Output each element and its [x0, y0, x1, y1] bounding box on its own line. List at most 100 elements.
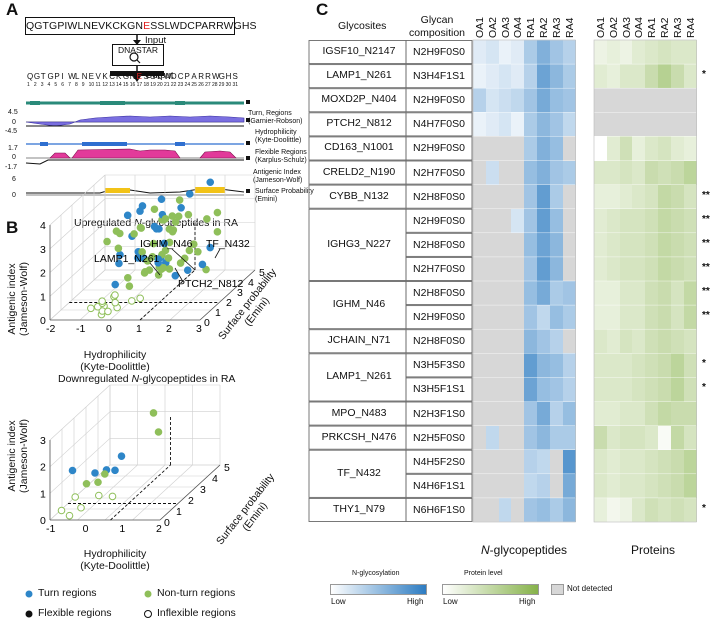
- glyco-cell: [485, 136, 500, 161]
- glyco-cell: [485, 449, 500, 475]
- glyco-cell: [498, 329, 512, 354]
- significance-marker: *: [702, 382, 706, 394]
- glyco-cell: [524, 281, 538, 306]
- protein-cell: [619, 377, 633, 402]
- protein-cell: [632, 64, 646, 89]
- plot-down-turn-point: [68, 466, 77, 475]
- glycosite-box: [308, 40, 407, 65]
- legend-protein-high: High: [519, 597, 536, 606]
- glyco-cell: [562, 353, 576, 378]
- annotation-leader: [214, 248, 221, 259]
- protein-cell: [645, 256, 659, 282]
- glyco-cell: [562, 377, 576, 402]
- protein-cell: [683, 64, 697, 89]
- significance-marker: **: [702, 213, 710, 225]
- protein-cell: [619, 353, 633, 378]
- glyco-cell: [473, 208, 487, 234]
- protein-cell: [594, 136, 608, 161]
- composition-box: [405, 281, 473, 306]
- protein-cell: [670, 208, 685, 234]
- glycan-composition: N2H9F0S0: [413, 142, 465, 155]
- protein-cell: [606, 353, 621, 378]
- plot-up-turn-point: [206, 178, 215, 187]
- glyco-cell: [485, 40, 500, 65]
- plot-up-turn-point: [136, 207, 144, 215]
- plot-up-x-tick: 3: [196, 323, 202, 335]
- glycosite-name: IGSF10_N2147: [322, 45, 396, 58]
- protein-cell: [683, 353, 697, 378]
- plot-up-x-label-1: Hydrophilicity: [83, 349, 147, 361]
- glyco-cell: [511, 232, 525, 258]
- plot-up-nonturn-point: [150, 205, 159, 214]
- protein-cell: [658, 305, 672, 330]
- plot-up-z-tick: 2: [226, 297, 232, 309]
- glyco-cell: [498, 184, 512, 210]
- protein-cell: [619, 160, 633, 186]
- turn-segment: [100, 101, 125, 105]
- plot-up-turn-point: [154, 255, 163, 264]
- plot-up-x-tick: 0: [106, 323, 112, 335]
- protein-cell: [670, 136, 685, 161]
- residue-letter: W: [68, 72, 76, 81]
- glyco-cell: [511, 329, 525, 354]
- glyco-cell: [562, 136, 576, 161]
- glycosite-box: [308, 449, 407, 498]
- glycan-composition: N2H3F1S0: [413, 407, 465, 420]
- residue-letter: H: [225, 72, 232, 81]
- protein-cell: [606, 473, 621, 499]
- residue-letter: T: [40, 72, 46, 81]
- glycan-composition: N2H9F0S0: [413, 94, 465, 107]
- glyco-cell: [473, 353, 487, 378]
- annotation-label: TF_N432: [206, 238, 250, 250]
- annotation-leader: [174, 267, 183, 281]
- glyco-cell: [549, 232, 564, 258]
- glyco-cell: [524, 136, 538, 161]
- glycosite-box: [308, 497, 407, 522]
- glyco-cell: [498, 232, 512, 258]
- protein-cell: [632, 425, 646, 451]
- protein-cell: [594, 184, 608, 210]
- residue-number: 3: [40, 82, 44, 88]
- glyco-cell: [498, 281, 512, 306]
- glyco-cell: [524, 425, 538, 451]
- glyco-cell: [562, 64, 576, 89]
- residue-number: 18: [143, 82, 149, 88]
- protein-cell: [619, 256, 633, 282]
- plot-down-gridline: [49, 384, 111, 441]
- protein-cell: [658, 232, 672, 258]
- plot-down-z-tick: 2: [188, 495, 194, 507]
- protein-cell: [594, 473, 608, 499]
- protein-cell: [619, 497, 633, 523]
- protein-cell: [594, 401, 608, 427]
- glyco-cell: [562, 473, 576, 499]
- residue-number: 26: [198, 82, 204, 88]
- glycosite-name: CRELD2_N190: [322, 165, 396, 178]
- protein-cell: [645, 377, 659, 402]
- plot-up-z-tick: 5: [259, 267, 265, 279]
- protein-cell: [683, 184, 697, 210]
- protein-cell: [670, 425, 685, 451]
- glyco-cell: [549, 40, 564, 65]
- plot-down-y-tick: 2: [40, 462, 46, 474]
- glyco-cell: [498, 88, 512, 113]
- glycan-composition: N4H7F0S0: [413, 118, 465, 131]
- protein-cell: [658, 377, 672, 402]
- protein-cell: [632, 256, 646, 282]
- plot-down-turn-point: [91, 469, 99, 477]
- output-bar: [110, 71, 164, 76]
- glyco-cell: [511, 136, 525, 161]
- protein-cell: [632, 136, 646, 161]
- protein-cell: [606, 305, 621, 330]
- residue-letter: S: [150, 72, 156, 81]
- residue-letter: K: [116, 72, 122, 81]
- glycosite-box: [308, 88, 407, 113]
- significance-marker: **: [702, 189, 710, 201]
- protein-cell: [645, 64, 659, 89]
- plot-up-turn-point: [123, 211, 132, 220]
- glyco-cell: [473, 329, 487, 354]
- antigen-tick-top: 1.7: [8, 145, 18, 152]
- plot-down-y-tick: 0: [40, 515, 46, 527]
- glyco-cell: [562, 281, 576, 306]
